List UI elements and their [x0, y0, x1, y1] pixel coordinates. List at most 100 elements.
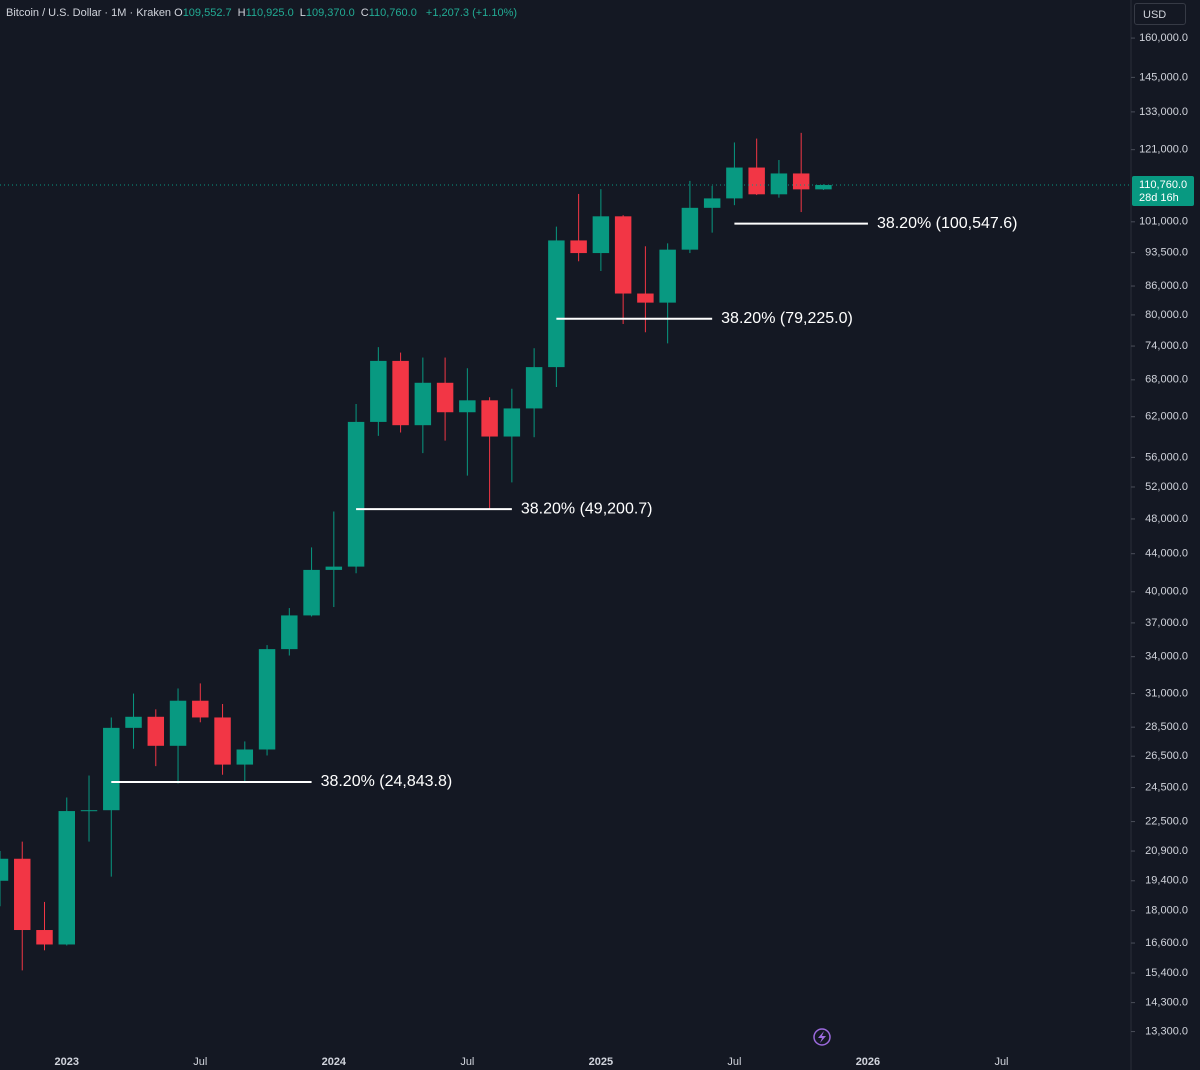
y-tick-label: 26,500.0	[1145, 750, 1188, 762]
y-tick-label: 86,000.0	[1145, 280, 1188, 292]
candle-body	[125, 716, 142, 728]
candle-body	[592, 216, 610, 254]
candle-body	[14, 858, 31, 931]
y-tick-label: 74,000.0	[1145, 340, 1188, 352]
y-tick-label: 121,000.0	[1139, 144, 1188, 156]
ohlc-value: 109,552.7	[182, 7, 232, 19]
y-tick-label: 56,000.0	[1145, 451, 1188, 463]
candle-body	[347, 421, 365, 567]
candle-body	[770, 173, 788, 195]
candle-body	[481, 400, 498, 437]
candle-body	[58, 811, 75, 945]
x-tick-label: Jul	[727, 1056, 741, 1068]
ohlc-key: C	[360, 7, 369, 19]
symbol-header: Bitcoin / U.S. Dollar · 1M · Kraken O109…	[6, 7, 523, 19]
ohlc-value: 110,760.0	[368, 7, 417, 19]
x-tick-label: 2025	[589, 1056, 613, 1068]
y-tick-label: 15,400.0	[1145, 967, 1188, 979]
candle-body	[637, 293, 654, 303]
fib-label: 38.20% (24,843.8)	[321, 773, 453, 790]
y-tick-label: 40,000.0	[1145, 586, 1188, 598]
y-tick-label: 14,300.0	[1145, 997, 1188, 1009]
y-tick-label: 18,000.0	[1145, 905, 1188, 917]
fib-label: 38.20% (49,200.7)	[521, 500, 653, 517]
y-tick-label: 93,500.0	[1145, 247, 1188, 259]
y-tick-label: 13,300.0	[1145, 1025, 1188, 1037]
y-tick-label: 28,500.0	[1145, 721, 1188, 733]
candle-body	[80, 810, 98, 812]
x-tick-label: 2026	[856, 1056, 880, 1068]
y-tick-label: 68,000.0	[1145, 374, 1188, 386]
candle-body	[815, 184, 832, 190]
y-tick-label: 37,000.0	[1145, 617, 1188, 629]
candle-body	[459, 400, 476, 413]
symbol[interactable]: Bitcoin / U.S. Dollar · 1M · Kraken	[6, 7, 172, 19]
last-price-box	[1132, 175, 1194, 206]
candle-body	[726, 167, 743, 199]
candle-body	[503, 408, 521, 437]
y-tick-label: 80,000.0	[1145, 309, 1188, 321]
last-price-label: 110,760.0	[1139, 179, 1187, 191]
y-tick-label: 34,000.0	[1145, 651, 1188, 663]
y-tick-label: 133,000.0	[1139, 106, 1188, 118]
candle-body	[258, 649, 276, 750]
candle-body	[214, 717, 231, 765]
candle-body	[147, 716, 165, 746]
y-tick-label: 44,000.0	[1145, 548, 1188, 560]
y-tick-label: 22,500.0	[1145, 815, 1188, 827]
candle-body	[436, 382, 454, 413]
candle-body	[548, 240, 565, 368]
candle-body	[703, 198, 721, 208]
y-tick-label: 20,900.0	[1145, 845, 1188, 857]
candle-body	[659, 249, 676, 303]
candle-body	[370, 360, 387, 422]
countdown-label: 28d 16h	[1139, 192, 1179, 204]
ohlc-key: H	[237, 7, 246, 19]
y-tick-label: 19,400.0	[1145, 875, 1188, 887]
candle-body	[414, 382, 432, 426]
candle-body	[681, 207, 699, 250]
candle-body	[614, 216, 632, 294]
y-tick-label: 48,000.0	[1145, 513, 1188, 525]
candle-body	[392, 360, 409, 426]
y-tick-label: 24,500.0	[1145, 781, 1188, 793]
lightning-icon[interactable]	[813, 1028, 831, 1046]
y-tick-label: 101,000.0	[1139, 216, 1188, 228]
ohlc-value: 109,370.0	[305, 7, 355, 19]
plot-area: 38.20% (24,843.8) 38.20% (49,200.7) 38.20%…	[0, 132, 1130, 971]
y-tick-label: 160,000.0	[1139, 32, 1188, 44]
x-tick-label: 2024	[322, 1056, 347, 1068]
ohlc-value: 110,925.0	[245, 7, 294, 19]
x-tick-label: 2023	[55, 1056, 79, 1068]
ohlc-key: L	[299, 7, 306, 19]
candle-body	[570, 240, 587, 254]
candle-body	[303, 569, 320, 616]
candle-body	[36, 930, 53, 945]
candle-body	[281, 615, 298, 650]
candle-body	[0, 858, 9, 881]
currency-button[interactable]: USD	[1134, 3, 1186, 25]
y-tick-label: 16,600.0	[1145, 937, 1188, 949]
x-tick-label: Jul	[460, 1056, 474, 1068]
candle-body	[748, 167, 765, 195]
ohlc-key: O	[174, 7, 183, 19]
candle-body	[192, 700, 209, 718]
candle-body	[792, 173, 810, 190]
x-tick-label: Jul	[193, 1056, 207, 1068]
candle-body	[325, 566, 343, 570]
fib-label: 38.20% (79,225.0)	[721, 310, 853, 327]
candle-body	[103, 727, 120, 811]
candle-body	[525, 367, 543, 409]
fib-label: 38.20% (100,547.6)	[877, 215, 1018, 232]
y-tick-label: 31,000.0	[1145, 687, 1188, 699]
y-tick-label: 145,000.0	[1139, 71, 1188, 83]
candle-body	[169, 700, 187, 746]
candle-body	[236, 749, 254, 765]
x-tick-label: Jul	[994, 1056, 1008, 1068]
y-tick-label: 52,000.0	[1145, 481, 1188, 493]
y-tick-label: 62,000.0	[1145, 411, 1188, 423]
axes: 160,000.0 145,000.0 133,000.0 121,000.0 101,…	[55, 0, 1194, 1070]
change: +1,207.3 (+1.10%)	[425, 7, 518, 19]
